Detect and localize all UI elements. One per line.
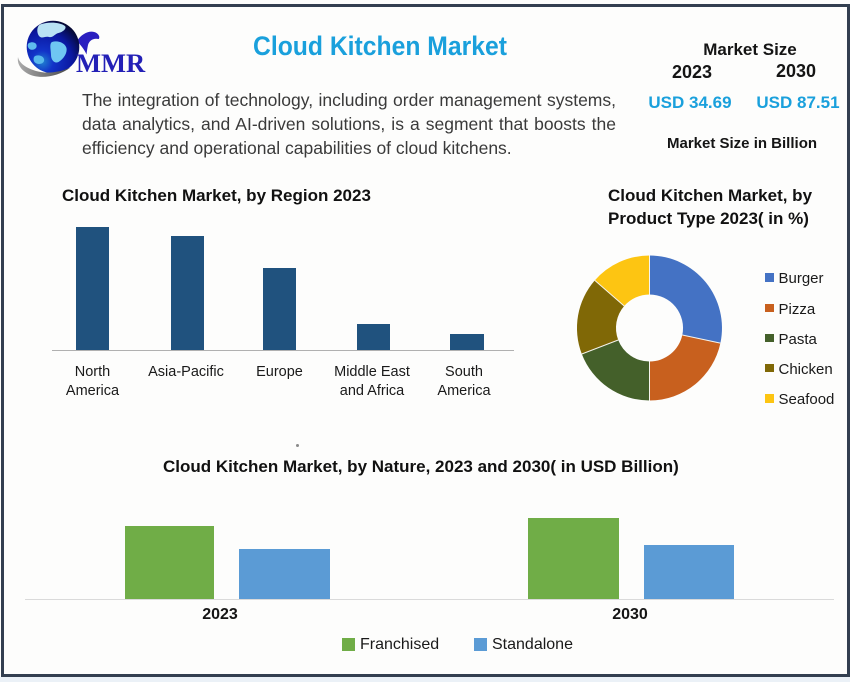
svg-text:MMR: MMR xyxy=(76,48,146,78)
